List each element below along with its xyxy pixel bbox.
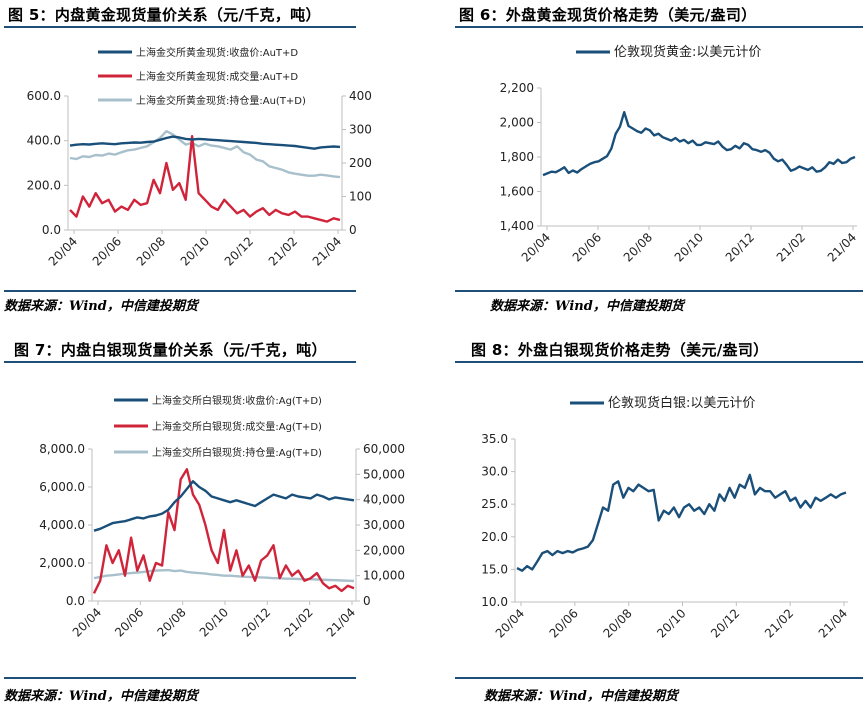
y-left-tick-label: 0.0 [42, 223, 61, 237]
figure-8-title: 图 8：外盘白银现货价格走势（美元/盎司） [471, 341, 769, 359]
series-line-1 [69, 135, 341, 150]
legend-label-2: 上海金交所黄金现货:成交量:AuT+D [136, 70, 298, 83]
x-tick-label: 21/04 [816, 606, 850, 640]
figure-5-title: 图 5：内盘黄金现货量价关系（元/千克，吨） [8, 6, 321, 24]
y-left-tick-label: 25.0 [481, 497, 508, 511]
x-tick-label: 20/10 [654, 606, 688, 640]
x-tick-label: 21/02 [266, 234, 300, 268]
x-tick-label: 20/06 [547, 606, 581, 640]
y-left-tick-label: 10.0 [481, 595, 508, 609]
y-left-tick-label: 8,000.0 [39, 442, 85, 456]
figure-5-chart: 0.0 200.0 400.0 600.0 0 100 200 300 400 20/04 20/0… [27, 46, 372, 269]
figure-6-title: 图 6：外盘黄金现货价格走势（美元/盎司） [459, 6, 757, 24]
legend-label-1: 伦敦现货黄金:以美元计价 [614, 44, 761, 60]
y-right-tick-label: 40,000 [363, 493, 405, 507]
figure-5-source: 数据来源：Wind，中信建投期货 [4, 299, 198, 314]
y-right-tick-label: 400 [349, 89, 372, 103]
y-left-tick-label: 1,800 [500, 150, 534, 164]
y-right-tick-label: 10,000 [363, 569, 405, 583]
x-tick-label: 20/08 [154, 605, 188, 639]
figure-6-top-rule [455, 26, 863, 28]
y-right-tick-label: 20,000 [363, 543, 405, 557]
y-left-tick-label: 400.0 [27, 134, 61, 148]
y-left-tick-label: 35.0 [481, 432, 508, 446]
y-right-tick-label: 50,000 [363, 467, 405, 481]
x-tick-label: 20/08 [600, 606, 634, 640]
y-left-tick-label: 2,000.0 [39, 556, 85, 570]
figure-5-top-rule [4, 26, 356, 28]
series-line-3 [69, 129, 341, 179]
figure-7-source: 数据来源：Wind，中信建投期货 [4, 689, 198, 704]
x-tick-label: 20/08 [134, 234, 168, 268]
series-line-2 [69, 134, 341, 223]
x-tick-label: 21/04 [324, 605, 358, 639]
y-right-tick-label: 300 [349, 123, 372, 137]
y-left-tick-label: 200.0 [27, 178, 61, 192]
x-tick-label: 20/10 [672, 230, 706, 264]
y-left-tick-label: 1,600 [500, 185, 534, 199]
y-right-tick-label: 0 [349, 223, 357, 237]
figure-5-bottom-rule [4, 290, 356, 292]
x-tick-label: 20/04 [46, 234, 80, 268]
figure-7-bottom-rule [4, 677, 356, 679]
y-left-tick-label: 30.0 [481, 465, 508, 479]
figure-8-chart: 10.0 15.0 20.0 25.0 30.0 35.0 20/04 20/06 20/08 2… [481, 395, 850, 641]
x-tick-label: 20/06 [90, 234, 124, 268]
figure-7-chart: 0.0 2,000.0 4,000.0 6,000.0 8,000.0 0 10,000 20… [39, 394, 405, 640]
x-tick-label: 20/12 [239, 605, 273, 639]
y-right-tick-label: 100 [349, 190, 372, 204]
x-tick-label: 20/06 [570, 230, 604, 264]
figure-8-source: 数据来源：Wind，中信建投期货 [484, 689, 678, 704]
figure-6-bottom-rule [455, 290, 863, 292]
y-right-tick-label: 0 [363, 594, 371, 608]
figure-8-top-rule [455, 361, 863, 363]
y-right-tick-label: 60,000 [363, 442, 405, 456]
legend-label-1: 伦敦现货白银:以美元计价 [608, 395, 755, 411]
figure-7-title: 图 7：内盘白银现货量价关系（元/千克，吨） [14, 341, 327, 359]
y-right-tick-label: 200 [349, 156, 372, 170]
x-tick-label: 20/04 [493, 606, 527, 640]
y-left-tick-label: 2,000 [500, 116, 534, 130]
x-tick-label: 20/06 [112, 605, 146, 639]
x-tick-label: 20/10 [178, 234, 212, 268]
series-line-1 [93, 480, 355, 532]
x-tick-label: 21/02 [774, 230, 808, 264]
x-tick-label: 21/04 [310, 234, 344, 268]
y-right-tick-label: 30,000 [363, 518, 405, 532]
series-line-1 [542, 110, 856, 177]
x-tick-label: 21/02 [762, 606, 796, 640]
x-tick-label: 20/12 [222, 234, 256, 268]
y-left-tick-label: 0.0 [66, 594, 85, 608]
series-line-1 [516, 473, 847, 572]
x-tick-label: 20/04 [70, 605, 104, 639]
y-left-tick-label: 600.0 [27, 89, 61, 103]
legend-label-1: 上海金交所白银现货:收盘价:Ag(T+D) [152, 394, 322, 407]
x-tick-label: 20/12 [708, 606, 742, 640]
figure-8-bottom-rule [455, 677, 863, 679]
x-tick-label: 20/12 [723, 230, 757, 264]
legend-label-2: 上海金交所白银现货:成交量:Ag(T+D) [152, 420, 322, 433]
y-left-tick-label: 2,200 [500, 81, 534, 95]
x-tick-label: 20/10 [197, 605, 231, 639]
legend-label-3: 上海金交所黄金现货:持仓量:Au(T+D) [136, 94, 306, 107]
x-tick-label: 20/08 [621, 230, 655, 264]
y-left-tick-label: 1,400 [500, 219, 534, 233]
figure-7-top-rule [4, 361, 356, 363]
figure-6-source: 数据来源：Wind，中信建投期货 [490, 299, 684, 314]
y-left-tick-label: 6,000.0 [39, 480, 85, 494]
series-line-2 [92, 468, 355, 594]
legend-label-3: 上海金交所白银现货:持仓量:Ag(T+D) [152, 446, 322, 459]
x-tick-label: 20/04 [519, 230, 553, 264]
figure-6-chart: 1,400 1,600 1,800 2,000 2,200 20/04 20/06 20/08… [500, 44, 859, 265]
y-left-tick-label: 20.0 [481, 530, 508, 544]
y-left-tick-label: 4,000.0 [39, 518, 85, 532]
y-left-tick-label: 15.0 [481, 562, 508, 576]
x-tick-label: 21/02 [281, 605, 315, 639]
x-tick-label: 21/04 [825, 230, 859, 264]
legend-label-1: 上海金交所黄金现货:收盘价:AuT+D [136, 46, 298, 59]
